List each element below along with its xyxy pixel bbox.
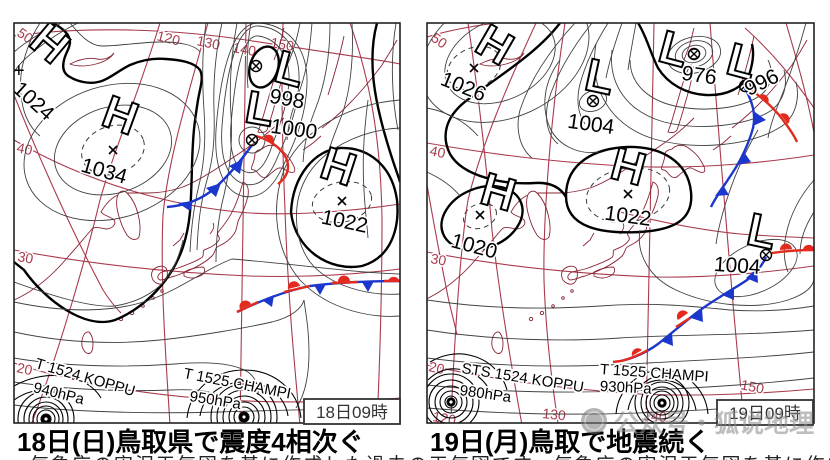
svg-text:H: H [606,137,652,196]
svg-text:公众号・狐说地理: 公众号・狐说地理 [614,409,814,438]
svg-text:1004: 1004 [566,110,616,139]
svg-text:19日(月)鳥取で地震続く: 19日(月)鳥取で地震続く [430,427,710,457]
svg-text:150: 150 [739,376,765,397]
svg-text:976: 976 [680,62,718,90]
svg-text:+: + [13,60,25,82]
svg-text:30: 30 [16,248,34,266]
svg-text:20: 20 [427,358,446,377]
svg-text:L: L [242,80,279,136]
svg-text:40: 40 [15,139,34,158]
svg-text:20: 20 [15,359,34,378]
svg-text:30: 30 [429,250,447,268]
svg-text:19日09時: 19日09時 [729,404,801,423]
svg-text:930hPa: 930hPa [599,378,652,398]
svg-text:130: 130 [195,32,221,53]
svg-text:40: 40 [428,142,447,161]
svg-text:18日(日)鳥取県で震度4相次ぐ: 18日(日)鳥取県で震度4相次ぐ [17,427,364,457]
svg-text:18日09時: 18日09時 [316,403,388,422]
svg-text:1004: 1004 [713,253,762,279]
svg-text:気象庁の実況天気図を基に作成した過去の天気図です、気象庁の実: 気象庁の実況天気図を基に作成した過去の天気図です、気象庁の実況天気図を基に作成し… [30,454,830,460]
